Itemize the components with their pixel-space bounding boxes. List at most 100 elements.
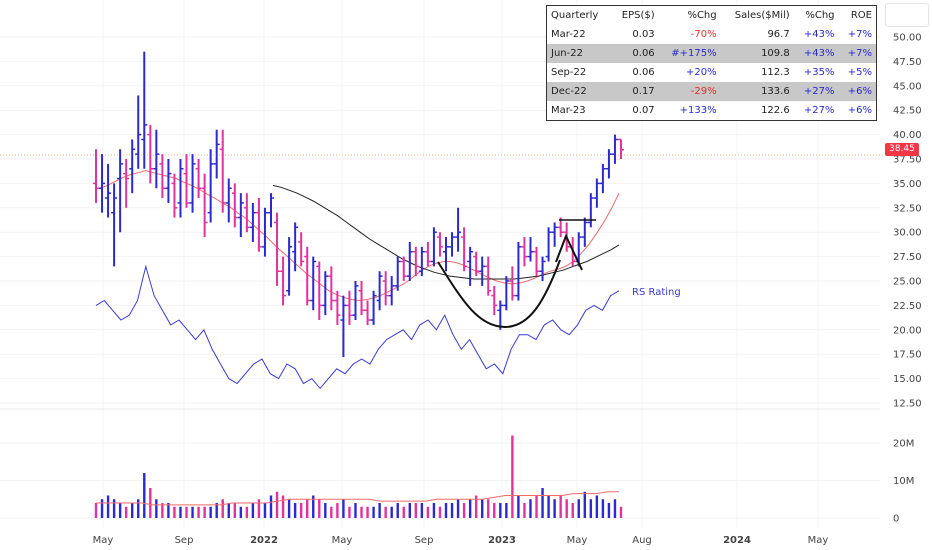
volume-bar bbox=[239, 506, 243, 518]
price-bar bbox=[171, 173, 178, 218]
time-tick-label: 2023 bbox=[488, 535, 516, 546]
time-tick-label: May bbox=[808, 535, 829, 546]
price-tick-label: 27.50 bbox=[893, 252, 922, 263]
time-tick-label: May bbox=[332, 535, 353, 546]
volume-bar bbox=[342, 499, 345, 518]
price-bar bbox=[99, 154, 106, 213]
roe-cell: +6% bbox=[847, 105, 872, 116]
price-bar bbox=[243, 193, 250, 233]
fundamentals-row: Jun-22 0.06 #+175% 109.8 +43% +7% bbox=[547, 44, 876, 63]
eps-cell: 0.17 bbox=[611, 82, 659, 101]
sales-change-cell: +27% bbox=[803, 105, 835, 116]
sales-change-cell: +43% bbox=[803, 29, 835, 40]
price-bar bbox=[322, 271, 329, 316]
price-bar bbox=[539, 256, 546, 281]
volume-bar bbox=[112, 499, 116, 518]
price-bar bbox=[141, 51, 148, 169]
price-tick-label: 17.50 bbox=[893, 350, 922, 361]
volume-bar bbox=[179, 506, 182, 518]
header-sales-chg: %Chg bbox=[805, 10, 835, 21]
volume-bar bbox=[396, 503, 399, 518]
volume-bar bbox=[209, 506, 212, 518]
header-eps-chg: %Chg bbox=[687, 10, 717, 21]
price-bar bbox=[436, 232, 443, 257]
price-bar bbox=[352, 281, 359, 321]
price-bar bbox=[412, 246, 419, 277]
price-tick-label: 25.00 bbox=[893, 277, 922, 288]
volume-bar bbox=[613, 499, 617, 518]
eps-change-cell: #+175% bbox=[658, 44, 721, 63]
price-bar bbox=[105, 163, 112, 218]
time-tick-label: 2022 bbox=[250, 535, 278, 546]
volume-bar bbox=[275, 491, 279, 518]
fundamentals-row: Mar-23 0.07 +133% 122.6 +27% +6% bbox=[547, 101, 876, 120]
cup-curve bbox=[437, 259, 561, 329]
volume-bar bbox=[487, 499, 490, 518]
price-bar bbox=[177, 159, 184, 218]
volume-bars bbox=[94, 435, 623, 518]
volume-bar bbox=[565, 499, 568, 518]
volume-bar bbox=[619, 506, 623, 518]
volume-bar bbox=[263, 503, 267, 518]
volume-bar bbox=[215, 503, 218, 518]
volume-tick-label: 20M bbox=[893, 439, 914, 450]
price-bar bbox=[364, 300, 371, 325]
volume-bar bbox=[330, 506, 333, 518]
price-bar bbox=[237, 193, 244, 238]
volume-moving-average bbox=[96, 491, 619, 506]
volume-bar bbox=[227, 503, 230, 518]
volume-bar bbox=[462, 503, 466, 518]
volume-bar bbox=[426, 506, 430, 518]
volume-bar bbox=[143, 473, 146, 518]
volume-bar bbox=[155, 499, 158, 518]
volume-bar bbox=[535, 495, 538, 518]
price-bar bbox=[316, 261, 323, 321]
volume-tick-label: 10M bbox=[893, 476, 914, 487]
volume-bar bbox=[336, 503, 339, 518]
corner-button[interactable] bbox=[885, 3, 929, 27]
sales-change-cell: +43% bbox=[793, 44, 839, 63]
price-bar bbox=[545, 227, 552, 262]
roe-cell: +6% bbox=[838, 82, 876, 101]
cup-handle-pattern bbox=[437, 219, 596, 329]
price-bar bbox=[497, 300, 504, 330]
price-bar bbox=[183, 154, 190, 208]
price-bar bbox=[388, 276, 395, 306]
price-bar bbox=[479, 256, 486, 286]
volume-bar bbox=[191, 506, 194, 518]
sales-change-cell: +35% bbox=[803, 67, 835, 78]
fundamentals-row: Dec-22 0.17 -29% 133.6 +27% +6% bbox=[547, 82, 876, 101]
volume-bar bbox=[474, 495, 478, 518]
eps-change-cell: -29% bbox=[658, 82, 721, 101]
volume-bar bbox=[360, 506, 363, 518]
volume-bar bbox=[173, 506, 176, 518]
volume-bar bbox=[517, 495, 520, 518]
volume-bar bbox=[245, 506, 249, 518]
volume-bar bbox=[366, 506, 369, 518]
eps-cell: 0.07 bbox=[632, 105, 655, 116]
price-bar bbox=[376, 271, 383, 311]
price-bar bbox=[249, 202, 256, 242]
price-bar bbox=[213, 129, 220, 179]
volume-bar bbox=[432, 503, 436, 518]
price-bar bbox=[165, 159, 172, 203]
rs-rating-label: RS Rating bbox=[632, 287, 681, 298]
price-tick-label: 37.50 bbox=[893, 155, 922, 166]
volume-bar bbox=[577, 499, 580, 518]
volume-bar bbox=[318, 499, 321, 518]
price-bar bbox=[599, 163, 606, 194]
volume-bar bbox=[287, 499, 291, 518]
price-bar bbox=[111, 183, 118, 267]
price-tick-label: 50.00 bbox=[893, 33, 922, 44]
volume-bar bbox=[293, 503, 297, 518]
price-bar bbox=[153, 129, 160, 189]
volume-bar bbox=[269, 495, 273, 518]
volume-bar bbox=[299, 503, 303, 518]
volume-bar bbox=[450, 503, 454, 518]
sales-cell: 109.8 bbox=[720, 44, 794, 63]
sales-cell: 122.6 bbox=[761, 105, 790, 116]
price-bar bbox=[473, 251, 480, 277]
volume-bar bbox=[468, 499, 472, 518]
volume-bar bbox=[559, 495, 562, 518]
